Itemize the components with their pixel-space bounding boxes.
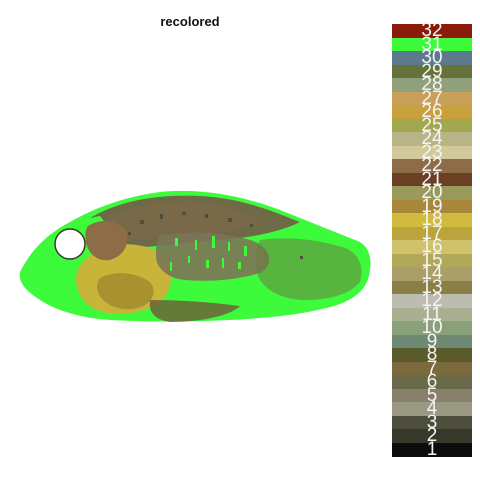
- legend-swatch-17: [392, 226, 472, 241]
- fish-lower-fin-region: [149, 300, 240, 322]
- legend-swatch-12: [392, 294, 472, 308]
- legend-swatch-25: [392, 118, 472, 133]
- legend-swatch-30: [392, 51, 472, 65]
- legend-swatch-28: [392, 78, 472, 92]
- legend-swatch-29: [392, 64, 472, 79]
- legend-swatch-32: [392, 24, 472, 38]
- legend-swatch-18: [392, 213, 472, 227]
- legend-swatch-7: [392, 361, 472, 376]
- legend-swatch-20: [392, 186, 472, 200]
- fish-tail-olive-region: [255, 238, 362, 300]
- legend-swatch-2: [392, 429, 472, 443]
- legend-swatch-24: [392, 132, 472, 146]
- fish-gill-brown-region: [85, 221, 128, 261]
- legend-swatch-16: [392, 240, 472, 254]
- legend-swatch-26: [392, 105, 472, 119]
- legend-swatch-8: [392, 348, 472, 362]
- legend-swatch-1: [392, 442, 472, 457]
- legend-swatch-11: [392, 307, 472, 322]
- color-legend: 32 31 30 29 28 27 26 25 24 23 22 21 20 19 18 17 16 15 14 13…: [392, 21, 472, 459]
- legend-swatch-6: [392, 375, 472, 389]
- legend-swatch-3: [392, 415, 472, 430]
- legend-swatch-4: [392, 402, 472, 416]
- legend-swatch-23: [392, 145, 472, 160]
- legend-swatch-5: [392, 388, 472, 403]
- plot-title: recolored: [160, 14, 220, 29]
- legend-swatch-21: [392, 172, 472, 187]
- fish-belly-dark-yellow-region: [97, 273, 154, 310]
- recolored-fish-image: [19, 190, 371, 322]
- fish-dark-speckles: [128, 212, 303, 259]
- fish-upper-brown-region: [109, 201, 260, 239]
- legend-swatch-15: [392, 253, 472, 268]
- legend-swatch-13: [392, 280, 472, 295]
- legend-swatch-19: [392, 199, 472, 214]
- legend-swatch-10: [392, 321, 472, 335]
- legend-swatch-14: [392, 267, 472, 281]
- legend-swatch-31: [392, 37, 472, 52]
- legend-swatch-9: [392, 334, 472, 349]
- fish-eye: [54, 228, 86, 260]
- legend-swatch-22: [392, 159, 472, 173]
- legend-swatch-27: [392, 91, 472, 106]
- fish-speckles: [170, 236, 247, 271]
